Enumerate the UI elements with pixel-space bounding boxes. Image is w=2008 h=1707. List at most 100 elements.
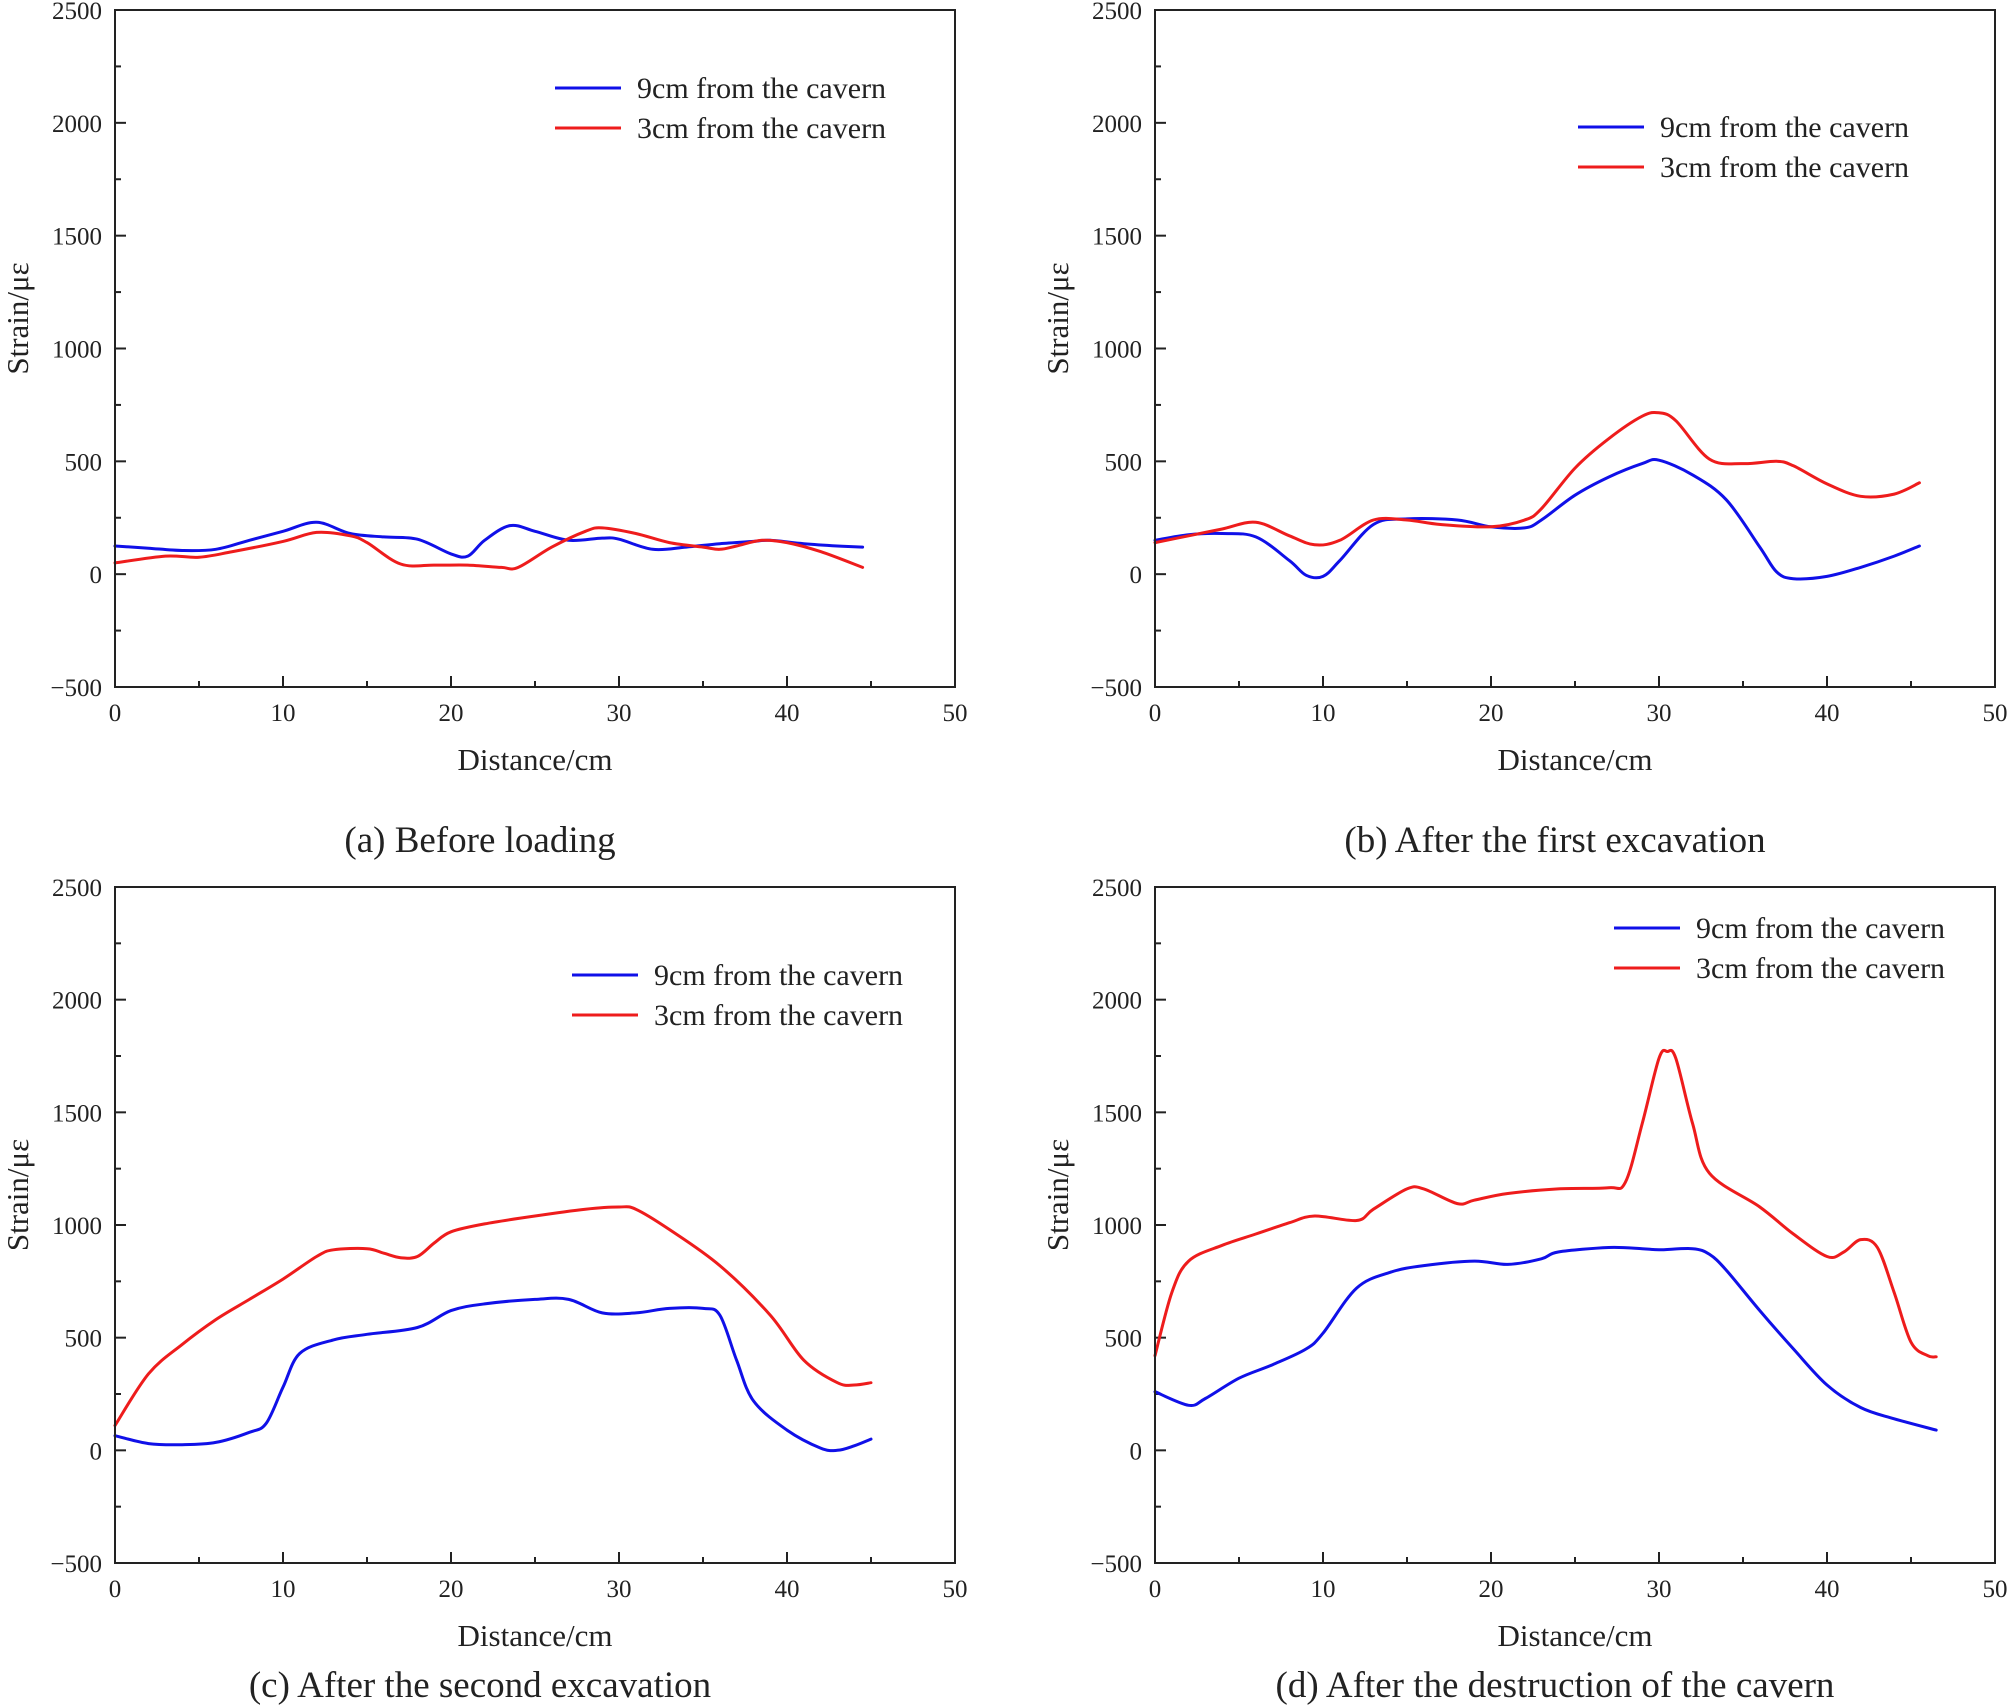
y-tick-label: 0	[1130, 562, 1143, 589]
y-tick-label: 1000	[1092, 337, 1142, 364]
legend: 9cm from the cavern 3cm from the cavern	[555, 72, 886, 145]
y-tick-label: 2500	[1092, 875, 1142, 902]
series-line-3cm	[1153, 410, 1921, 547]
x-tick-label: 10	[271, 1576, 296, 1603]
axis-ticks: 0 10 20 30 40 50 −500 0 500 1000 1500 2000 2500	[1090, 0, 2007, 727]
x-tick-label: 20	[439, 700, 464, 727]
y-tick-label: 1000	[52, 1213, 102, 1240]
plot-frame	[1154, 9, 1996, 688]
y-tick-label: 1500	[52, 224, 102, 251]
y-tick-label: 2000	[52, 111, 102, 138]
series-lines	[1153, 410, 1921, 581]
panel-caption: (d) After the destruction of the cavern	[1276, 1665, 1835, 1706]
y-axis-label: Strain/με	[0, 262, 35, 374]
y-tick-label: 500	[65, 449, 103, 476]
y-tick-label: 1000	[1092, 1213, 1142, 1240]
series-line-9cm	[1153, 458, 1921, 581]
legend-label-blue: 9cm from the cavern	[637, 72, 886, 105]
y-tick-label: 500	[65, 1326, 103, 1353]
x-tick-label: 30	[1647, 1576, 1672, 1603]
x-tick-label: 0	[109, 1576, 122, 1603]
y-tick-label: −500	[1090, 1551, 1142, 1578]
x-tick-label: 30	[607, 700, 632, 727]
x-tick-label: 30	[607, 1576, 632, 1603]
x-tick-label: 50	[943, 700, 968, 727]
legend-label-red: 3cm from the cavern	[637, 112, 886, 145]
legend-label-blue: 9cm from the cavern	[1696, 912, 1945, 945]
legend-label-blue: 9cm from the cavern	[1660, 111, 1909, 144]
series-lines	[1153, 1048, 1938, 1432]
y-tick-label: 2000	[52, 988, 102, 1015]
panel-caption: (a) Before loading	[344, 820, 615, 861]
legend-label-red: 3cm from the cavern	[1696, 952, 1945, 985]
x-tick-label: 0	[109, 700, 122, 727]
legend-label-red: 3cm from the cavern	[1660, 151, 1909, 184]
x-axis-label: Distance/cm	[458, 742, 613, 777]
x-tick-label: 20	[1479, 700, 1504, 727]
plot-frame	[1154, 886, 1996, 1564]
series-lines	[113, 520, 865, 571]
y-axis-label: Strain/με	[1040, 262, 1075, 374]
chart-panel-d: 0 10 20 30 40 50 −500 0 500 1000 1500 2000 2500 Dist…	[1040, 875, 2008, 1706]
x-tick-label: 40	[775, 700, 800, 727]
y-tick-label: 2500	[52, 875, 102, 902]
x-tick-label: 30	[1647, 700, 1672, 727]
legend: 9cm from the cavern 3cm from the cavern	[1578, 111, 1909, 184]
x-tick-label: 10	[1311, 700, 1336, 727]
y-tick-label: −500	[50, 675, 102, 702]
axis-ticks: 0 10 20 30 40 50 −500 0 500 1000 1500 2000 2500	[50, 0, 967, 727]
x-axis-label: Distance/cm	[1498, 742, 1653, 777]
x-tick-label: 10	[271, 700, 296, 727]
x-tick-label: 40	[1815, 700, 1840, 727]
legend: 9cm from the cavern 3cm from the cavern	[1614, 912, 1945, 985]
series-line-3cm	[113, 526, 865, 571]
series-line-3cm	[113, 1205, 873, 1427]
y-tick-label: 2500	[1092, 0, 1142, 25]
series-line-9cm	[113, 1296, 873, 1453]
y-tick-label: 500	[1105, 1326, 1143, 1353]
x-tick-label: 40	[775, 1576, 800, 1603]
y-tick-label: −500	[1090, 675, 1142, 702]
series-line-3cm	[1153, 1048, 1938, 1359]
series-line-9cm	[1153, 1245, 1938, 1432]
y-axis-label: Strain/με	[1040, 1139, 1075, 1251]
chart-panel-b: 0 10 20 30 40 50 −500 0 500 1000 1500 2000 2500 Dist…	[1040, 0, 2008, 861]
series-lines	[113, 1205, 873, 1453]
legend-label-blue: 9cm from the cavern	[654, 959, 903, 992]
y-tick-label: 0	[90, 1438, 103, 1465]
chart-panel-c: 0 10 20 30 40 50 −500 0 500 1000 1500 2000 2500 Dist…	[0, 875, 968, 1706]
panel-caption: (c) After the second excavation	[249, 1665, 711, 1706]
y-tick-label: 0	[90, 562, 103, 589]
x-axis-label: Distance/cm	[458, 1618, 613, 1653]
x-tick-label: 50	[1983, 1576, 2008, 1603]
plot-frame	[114, 9, 956, 688]
panel-caption: (b) After the first excavation	[1344, 820, 1765, 861]
y-tick-label: 500	[1105, 449, 1143, 476]
y-tick-label: 2000	[1092, 988, 1142, 1015]
y-tick-label: 1000	[52, 337, 102, 364]
y-tick-label: −500	[50, 1551, 102, 1578]
x-tick-label: 10	[1311, 1576, 1336, 1603]
y-tick-label: 0	[1130, 1438, 1143, 1465]
y-tick-label: 1500	[1092, 224, 1142, 251]
y-tick-label: 2000	[1092, 111, 1142, 138]
x-tick-label: 50	[943, 1576, 968, 1603]
axis-ticks: 0 10 20 30 40 50 −500 0 500 1000 1500 2000 2500	[50, 875, 967, 1603]
x-tick-label: 50	[1983, 700, 2008, 727]
y-tick-label: 2500	[52, 0, 102, 25]
plot-frame	[114, 886, 956, 1564]
x-axis-label: Distance/cm	[1498, 1618, 1653, 1653]
x-tick-label: 20	[439, 1576, 464, 1603]
chart-panel-a: 0 10 20 30 40 50 −500 0 500 1000 1500 2000 2500 Dist…	[0, 0, 968, 861]
x-tick-label: 20	[1479, 1576, 1504, 1603]
axis-ticks: 0 10 20 30 40 50 −500 0 500 1000 1500 2000 2500	[1090, 875, 2007, 1603]
y-axis-label: Strain/με	[0, 1139, 35, 1251]
y-tick-label: 1500	[1092, 1100, 1142, 1127]
x-tick-label: 40	[1815, 1576, 1840, 1603]
legend: 9cm from the cavern 3cm from the cavern	[572, 959, 903, 1032]
x-tick-label: 0	[1149, 1576, 1162, 1603]
legend-label-red: 3cm from the cavern	[654, 999, 903, 1032]
x-tick-label: 0	[1149, 700, 1162, 727]
y-tick-label: 1500	[52, 1100, 102, 1127]
